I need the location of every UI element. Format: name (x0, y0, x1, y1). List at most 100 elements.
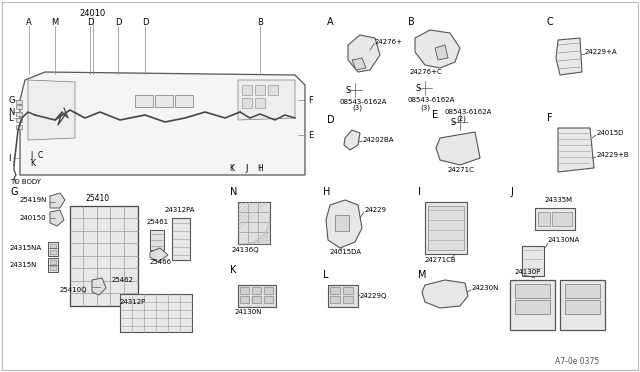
Bar (535, 208, 575, 230)
Bar (428, 206, 464, 250)
Text: A7-0e 0375: A7-0e 0375 (555, 357, 599, 366)
Text: (3): (3) (420, 105, 430, 111)
Polygon shape (415, 30, 460, 68)
Text: 24015DA: 24015DA (330, 249, 362, 255)
Text: D: D (115, 17, 121, 26)
Bar (242, 98, 252, 108)
Text: 240150: 240150 (20, 215, 47, 221)
Circle shape (123, 281, 129, 287)
Circle shape (342, 150, 354, 162)
Text: 24229+A: 24229+A (585, 49, 618, 55)
Circle shape (564, 316, 572, 324)
Circle shape (75, 215, 81, 221)
Circle shape (123, 215, 129, 221)
Bar (565, 284, 600, 298)
Text: H: H (257, 164, 263, 173)
Polygon shape (348, 35, 380, 72)
Text: N: N (230, 187, 237, 197)
Bar (240, 287, 249, 294)
Bar (48, 258, 58, 272)
Circle shape (584, 316, 592, 324)
Bar (16, 125, 22, 129)
Polygon shape (352, 58, 366, 70)
Text: 08543-6162A: 08543-6162A (408, 97, 456, 103)
Text: 24229+B: 24229+B (597, 152, 630, 158)
Text: M: M (51, 17, 59, 26)
Text: 24229Q: 24229Q (360, 293, 387, 299)
Circle shape (107, 281, 113, 287)
Polygon shape (556, 38, 582, 75)
Text: D: D (87, 17, 93, 26)
Polygon shape (28, 80, 75, 140)
Text: 24271C: 24271C (448, 167, 475, 173)
Polygon shape (326, 200, 362, 248)
Text: N: N (8, 108, 14, 116)
Polygon shape (558, 128, 594, 172)
Bar (328, 285, 358, 307)
Text: A: A (26, 17, 32, 26)
Circle shape (123, 237, 129, 243)
Bar (120, 294, 192, 332)
Bar (238, 285, 276, 307)
Bar (150, 230, 164, 250)
Text: 24315N: 24315N (10, 262, 37, 268)
Text: F: F (308, 96, 313, 105)
Text: 25410Q: 25410Q (60, 287, 88, 293)
Text: 24015D: 24015D (597, 130, 625, 136)
Bar (155, 95, 173, 107)
Bar (343, 287, 353, 294)
Text: J: J (510, 187, 513, 197)
Text: K: K (230, 164, 234, 173)
Circle shape (12, 142, 17, 148)
Polygon shape (238, 80, 295, 120)
Circle shape (91, 281, 97, 287)
Text: L: L (323, 270, 328, 280)
Circle shape (34, 90, 70, 126)
Text: 25410: 25410 (85, 193, 109, 202)
Text: (3): (3) (352, 105, 362, 111)
Text: 25419N: 25419N (20, 197, 47, 203)
Circle shape (416, 79, 434, 97)
Text: 24130P: 24130P (515, 269, 541, 275)
Bar (264, 287, 273, 294)
Text: 08543-6162A: 08543-6162A (445, 109, 492, 115)
Circle shape (157, 265, 167, 275)
Text: 24130N: 24130N (234, 309, 262, 315)
Bar (330, 287, 340, 294)
Bar (238, 202, 270, 244)
Bar (425, 202, 467, 254)
Bar (268, 85, 278, 95)
Text: 24335M: 24335M (545, 197, 573, 203)
Bar (175, 95, 193, 107)
Text: TO BODY: TO BODY (10, 179, 41, 185)
Text: 24229: 24229 (365, 207, 387, 213)
Text: I: I (8, 154, 10, 163)
Text: 25466: 25466 (150, 259, 172, 265)
Bar (560, 280, 605, 330)
Text: 24312P: 24312P (120, 299, 147, 305)
Text: 25461: 25461 (147, 219, 169, 225)
Text: S: S (415, 83, 420, 93)
Bar (240, 296, 249, 303)
Circle shape (523, 313, 533, 323)
Bar (135, 95, 153, 107)
Bar (343, 296, 353, 303)
Bar (335, 215, 349, 231)
Bar (552, 212, 572, 226)
Text: E: E (308, 131, 313, 140)
Text: M: M (418, 270, 426, 280)
Text: C: C (547, 17, 554, 27)
Polygon shape (435, 45, 448, 60)
Circle shape (441, 292, 447, 298)
Text: (2): (2) (456, 116, 466, 122)
Bar (16, 105, 22, 109)
Bar (16, 112, 22, 116)
Circle shape (12, 157, 17, 163)
Text: B: B (257, 17, 263, 26)
Bar (264, 296, 273, 303)
Text: F: F (547, 113, 552, 123)
Text: K: K (30, 158, 35, 167)
Text: S: S (346, 86, 351, 94)
Circle shape (453, 292, 459, 298)
Bar (515, 300, 550, 314)
